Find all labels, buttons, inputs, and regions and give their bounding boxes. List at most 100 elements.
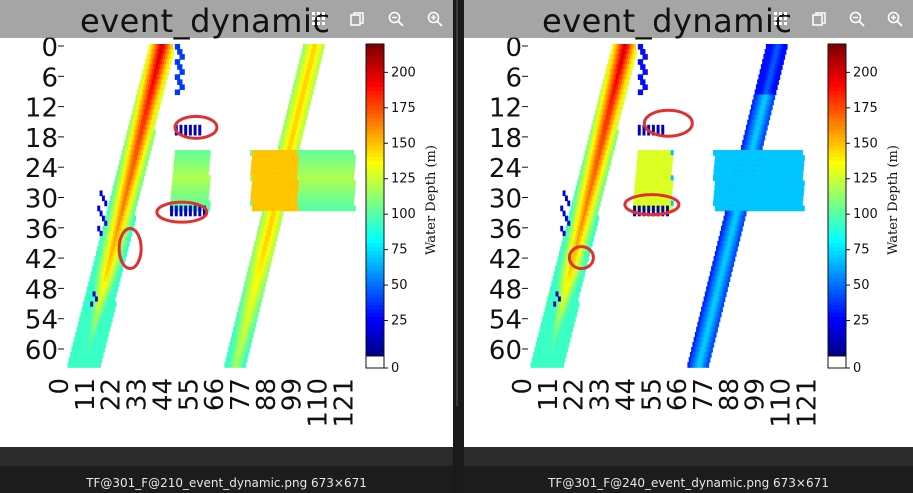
heatmap-cell	[143, 109, 147, 116]
heatmap-cell	[748, 150, 752, 156]
heatmap-cell	[568, 276, 572, 282]
heatmap-cell	[783, 170, 787, 176]
heatmap-cell	[598, 150, 602, 156]
heatmap-cell	[260, 291, 264, 298]
heatmap-cell	[742, 160, 746, 166]
heatmap-cell	[92, 291, 96, 298]
heatmap-cell	[98, 352, 102, 358]
heatmap-cell	[252, 200, 256, 207]
heatmap-cell	[547, 341, 551, 348]
copy-icon[interactable]	[347, 9, 367, 29]
heatmap-cell	[549, 286, 553, 293]
zoom-out-icon[interactable]	[847, 9, 867, 29]
heatmap-cell	[250, 256, 254, 262]
colorbar-segment	[828, 102, 846, 107]
zoom-in-icon[interactable]	[425, 9, 445, 29]
heatmap-cell	[320, 170, 324, 176]
heatmap-cell	[112, 306, 116, 313]
grid-icon[interactable]	[771, 9, 791, 29]
heatmap-cell	[336, 175, 340, 181]
heatmap-cell	[755, 145, 759, 151]
colorbar-segment	[828, 90, 846, 96]
heatmap-cell	[298, 205, 302, 212]
heatmap-cell	[720, 175, 723, 181]
heatmap-cell	[578, 256, 582, 262]
heatmap-cell	[656, 124, 660, 131]
heatmap-cell	[713, 175, 716, 181]
colorbar-segment	[828, 332, 846, 337]
heatmap-cell	[111, 246, 115, 252]
heatmap-cell	[288, 129, 292, 136]
colorbar-label: Water Depth (m)	[886, 145, 901, 255]
heatmap-cell	[744, 185, 748, 192]
heatmap-cell	[149, 69, 153, 75]
heatmap-cell	[351, 200, 354, 207]
heatmap-cell	[132, 165, 135, 171]
heatmap-cell	[268, 175, 272, 181]
heatmap-cell	[243, 352, 247, 358]
heatmap-cell	[108, 301, 112, 308]
heatmap-cell	[718, 235, 722, 242]
heatmap-cell	[611, 54, 615, 60]
heatmap-cell	[756, 165, 760, 171]
copy-icon[interactable]	[809, 9, 829, 29]
heatmap-cell	[650, 165, 654, 171]
colorbar-segment	[366, 301, 384, 306]
heatmap-cell	[647, 129, 651, 136]
heatmap-cell	[594, 220, 598, 227]
heatmap-cell	[124, 175, 128, 181]
heatmap-cell	[206, 160, 210, 166]
heatmap-cell	[614, 99, 618, 106]
heatmap-cell	[642, 205, 646, 212]
heatmap-cell	[253, 291, 257, 298]
grid-icon[interactable]	[309, 9, 329, 29]
heatmap-cell	[780, 155, 784, 161]
heatmap-cell	[580, 240, 584, 247]
heatmap-cell	[141, 129, 145, 136]
heatmap-cell	[293, 160, 297, 166]
heatmap-cell	[703, 326, 707, 333]
heatmap-cell	[651, 124, 655, 131]
heatmap-cell	[314, 44, 318, 50]
colorbar-segment	[828, 313, 846, 318]
heatmap-cell	[703, 336, 706, 343]
heatmap-cell	[582, 215, 586, 222]
heatmap-cell	[574, 256, 578, 262]
colorbar-segment	[828, 149, 846, 154]
heatmap-cell	[710, 336, 714, 343]
colorbar-segment	[828, 324, 846, 330]
heatmap-cell	[301, 175, 305, 181]
zoom-in-icon[interactable]	[885, 9, 905, 29]
heatmap-cell	[799, 155, 803, 161]
heatmap-cell	[643, 165, 647, 171]
pane-divider[interactable]	[453, 0, 464, 493]
heatmap-cell	[575, 306, 579, 313]
heatmap-cell	[134, 119, 138, 126]
heatmap-cell	[122, 165, 126, 171]
heatmap-cell	[759, 99, 763, 106]
heatmap-cell	[770, 64, 774, 70]
heatmap-cell	[670, 205, 674, 212]
heatmap-cell	[725, 256, 729, 262]
heatmap-cell	[613, 129, 617, 136]
heatmap-cell	[771, 59, 775, 65]
heatmap-cell	[117, 276, 121, 282]
heatmap-cell	[757, 124, 761, 131]
heatmap-cell	[114, 180, 118, 186]
heatmap-cell	[259, 195, 263, 202]
zoom-out-icon[interactable]	[386, 9, 406, 29]
heatmap-cell	[263, 185, 267, 192]
heatmap-cell	[727, 235, 731, 242]
heatmap-cell	[188, 129, 192, 136]
heatmap-cell	[313, 195, 317, 202]
heatmap-cell	[720, 256, 724, 262]
heatmap-cell	[239, 301, 243, 308]
colorbar-tick-label: 100	[391, 207, 416, 222]
heatmap-cell	[769, 195, 773, 202]
heatmap-cell	[290, 104, 294, 111]
heatmap-cell	[168, 49, 172, 55]
heatmap-cell	[174, 210, 178, 217]
heatmap-cell	[304, 94, 308, 101]
image-caption-left: TF@301_F@210_event_dynamic.png 673×671	[86, 476, 367, 490]
heatmap-cell	[286, 185, 290, 192]
